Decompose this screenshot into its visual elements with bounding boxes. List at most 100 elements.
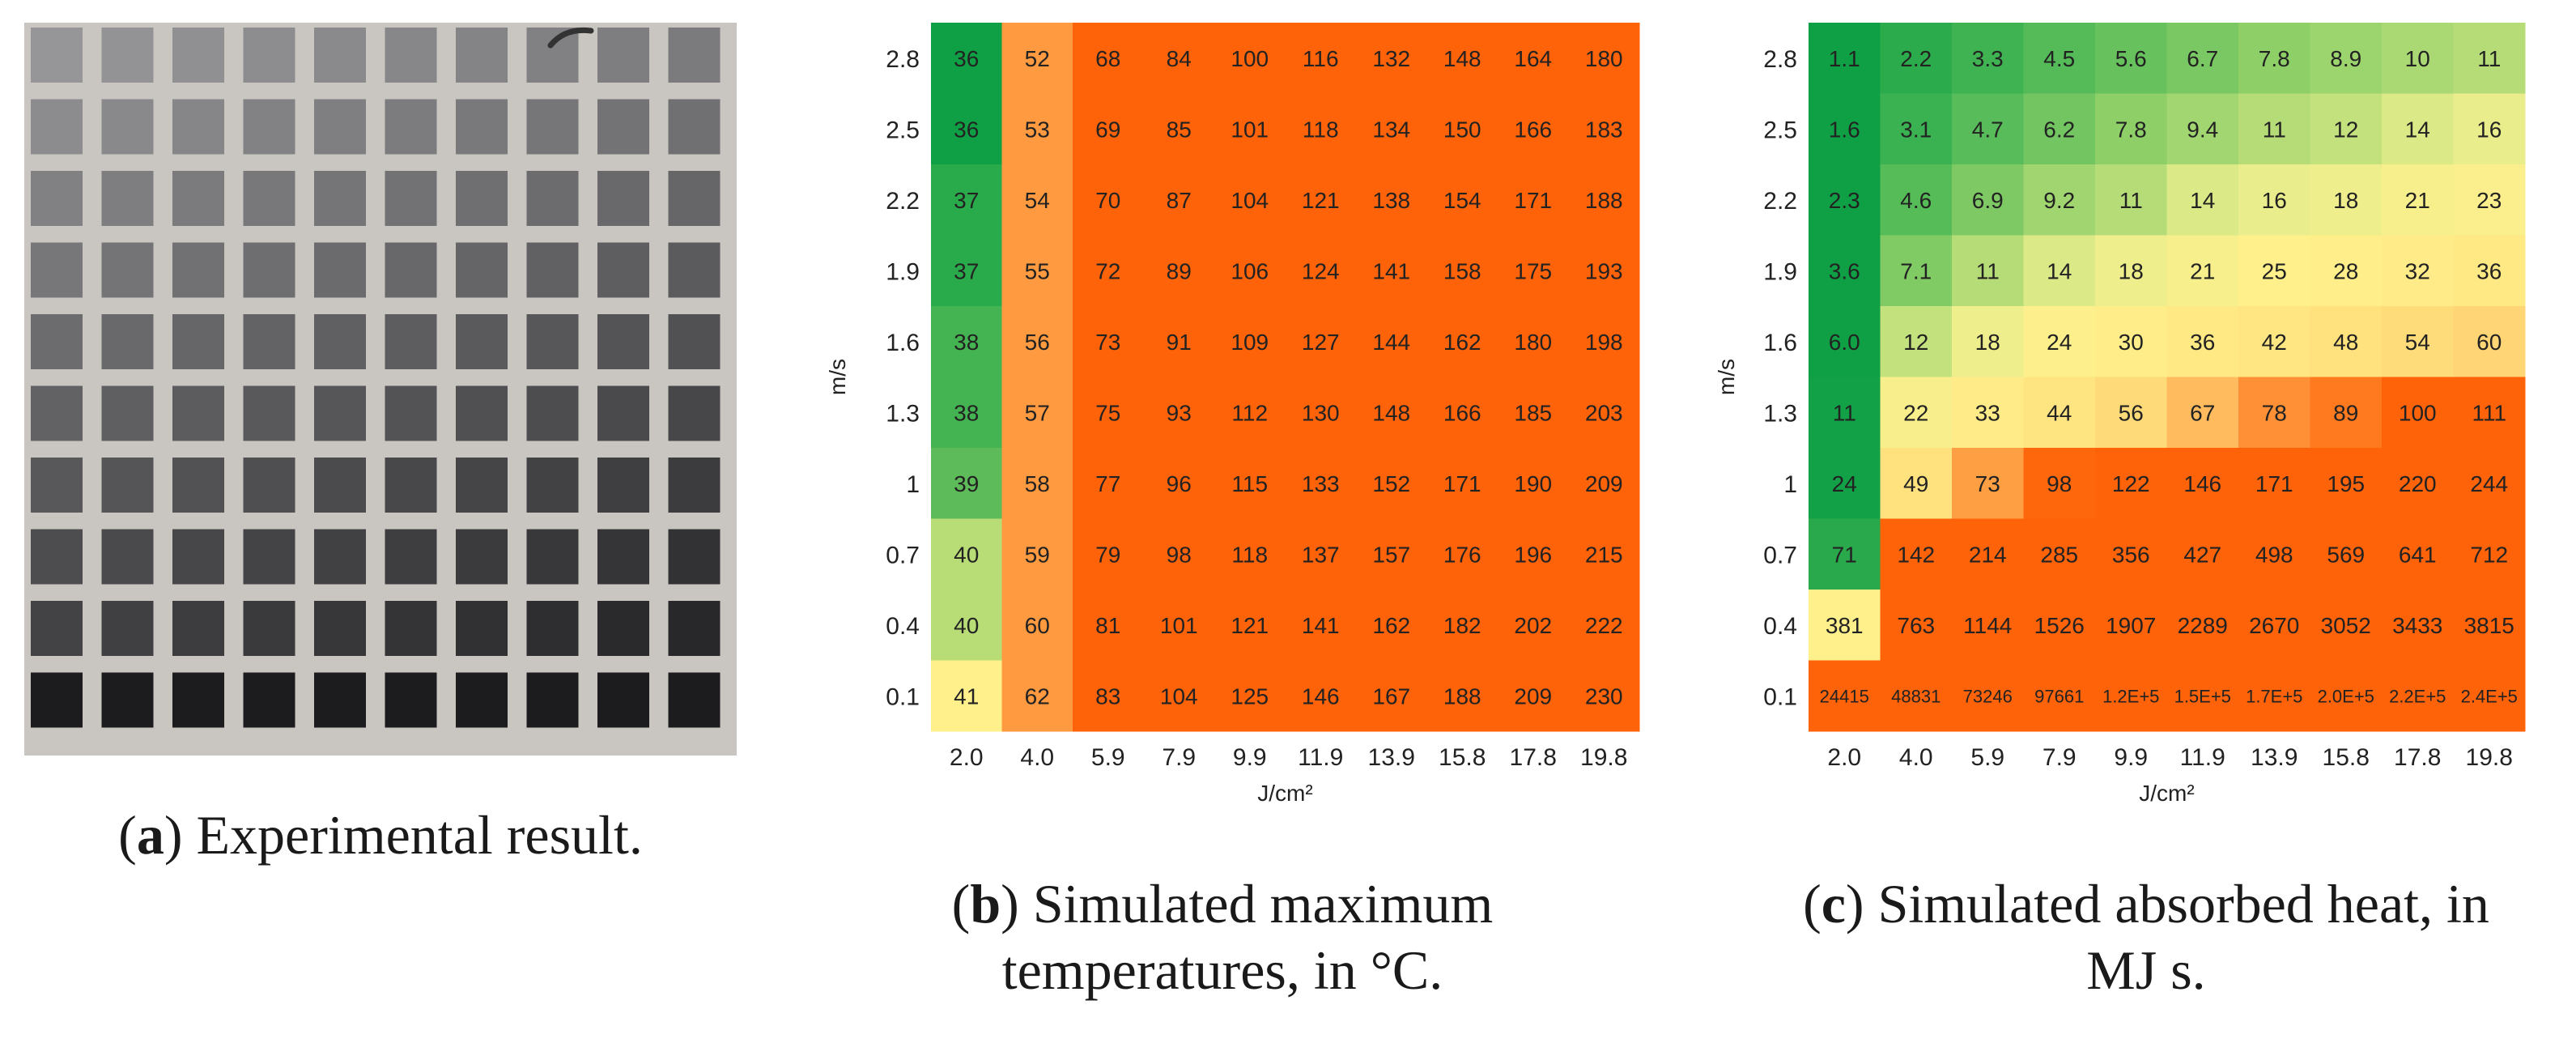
data-label: 144: [1372, 330, 1410, 355]
heatmap-cell: [1568, 590, 1640, 661]
photo-square: [668, 314, 721, 369]
data-label: 4.7: [1972, 117, 2004, 142]
heatmap-cell: [2310, 448, 2383, 519]
y-tick-label: 2.5: [886, 117, 920, 143]
x-tick-label: 19.8: [1580, 744, 1627, 771]
heatmap-cell: [1498, 306, 1569, 377]
heatmap-cell: [1214, 306, 1286, 377]
photo-square: [314, 385, 366, 441]
photo-square: [101, 314, 154, 369]
heatmap-cell: [1809, 164, 1881, 236]
photo-square: [314, 529, 366, 585]
heatmap-cell: [1073, 518, 1144, 590]
y-tick-label: 1.6: [1763, 330, 1797, 356]
data-label: 14: [2405, 117, 2430, 142]
experimental-photo-grid: [24, 23, 737, 756]
heatmap-cell: [931, 660, 1002, 732]
heatmap-cell: [1809, 660, 1881, 732]
heatmap-cell: [2023, 518, 2096, 590]
heatmap-cell: [2310, 235, 2383, 307]
caption-a-text: Experimental result.: [196, 804, 643, 866]
photo-square: [668, 672, 721, 728]
x-tick-label: 11.9: [2180, 744, 2225, 771]
heatmap-cell: [1880, 518, 1953, 590]
data-label: 130: [1302, 400, 1340, 425]
data-label: 196: [1514, 542, 1552, 567]
photo-square: [314, 458, 366, 513]
data-label: 62: [1025, 683, 1050, 709]
heatmap-cell: [1426, 23, 1498, 94]
data-label: 68: [1095, 46, 1120, 71]
photo-square: [101, 385, 154, 441]
heatmap-cell: [1426, 448, 1498, 519]
heatmap-cell: [1568, 448, 1640, 519]
data-label: 14: [2190, 188, 2215, 213]
temperature-heatmap-panel: 36 52 68 84 100 116 132 148 164 180 36 53 69 85 101 118…: [810, 19, 1640, 806]
photo-square: [31, 28, 83, 83]
data-label: 97661: [2034, 686, 2084, 706]
heatmap-cell: [2023, 590, 2096, 661]
photo-square: [456, 171, 508, 226]
data-label: 6.9: [1972, 188, 2004, 213]
heatmap-cell: [1568, 377, 1640, 449]
heatmap-cell: [1356, 660, 1427, 732]
photo-square: [243, 99, 295, 155]
data-label: 91: [1167, 330, 1192, 355]
data-label: 22: [1903, 400, 1928, 425]
data-label: 152: [1372, 471, 1410, 496]
data-label: 36: [954, 117, 979, 142]
photo-square: [172, 314, 224, 369]
data-label: 11: [2119, 188, 2143, 213]
data-label: 60: [2476, 330, 2502, 355]
photo-square: [31, 672, 83, 728]
caption-a: (a) Experimental result.: [118, 804, 643, 866]
photo-square: [314, 314, 366, 369]
data-label: 164: [1514, 46, 1552, 71]
heatmap-cell: [931, 377, 1002, 449]
heatmap-cells: 1.1 2.2 3.3 4.5 5.6 6.7 7.8 8.9 10 11 1.6 3.1 4.7 6.2…: [1809, 23, 2526, 732]
photo-square: [597, 314, 649, 369]
heatmap-cell: [2238, 377, 2310, 449]
data-label: 154: [1443, 188, 1481, 213]
photo-square: [314, 99, 366, 155]
heatmap-cell: [1880, 377, 1953, 449]
data-label: 48831: [1891, 686, 1941, 706]
heatmap-cell: [2238, 448, 2310, 519]
heatmap-cell: [931, 590, 1002, 661]
heatmap-cell: [1809, 306, 1881, 377]
data-label: 52: [1025, 46, 1050, 71]
heatmap-cell: [2166, 164, 2239, 236]
x-tick-label: 13.9: [2251, 744, 2298, 771]
heatmap-cell: [1426, 377, 1498, 449]
heatmap-cell: [1356, 235, 1427, 307]
data-label: 2.3: [1829, 188, 1860, 213]
data-label: 30: [2119, 330, 2144, 355]
heatmap-cell: [2382, 518, 2454, 590]
x-tick-label: 4.0: [1899, 744, 1933, 771]
data-label: 202: [1514, 613, 1552, 638]
heatmap-cell: [1880, 93, 1953, 165]
heatmap-cell: [931, 306, 1002, 377]
data-label: 171: [1514, 188, 1552, 213]
heatmap-cell: [2382, 590, 2454, 661]
heatmap-cell: [1214, 660, 1286, 732]
data-label: 54: [2405, 330, 2430, 355]
heatmap-cell: [1809, 235, 1881, 307]
heatmap-cell: [1073, 448, 1144, 519]
heatmap-cell: [1214, 23, 1286, 94]
data-label: 11: [2263, 117, 2286, 142]
data-label: 72: [1095, 258, 1120, 283]
data-label: 175: [1514, 258, 1552, 283]
heatmap-cell: [1001, 93, 1073, 165]
data-label: 100: [1231, 46, 1269, 71]
heatmap-cell: [2238, 93, 2310, 165]
heatmap-cell: [2453, 590, 2526, 661]
data-label: 87: [1167, 188, 1192, 213]
data-label: 138: [1372, 188, 1410, 213]
data-label: 14: [2047, 258, 2072, 283]
data-label: 2670: [2249, 613, 2299, 638]
data-label: 1.2E+5: [2102, 686, 2159, 706]
heatmap-cell: [1285, 93, 1357, 165]
y-tick-label: 2.2: [1763, 188, 1797, 215]
heatmap-cell: [931, 93, 1002, 165]
